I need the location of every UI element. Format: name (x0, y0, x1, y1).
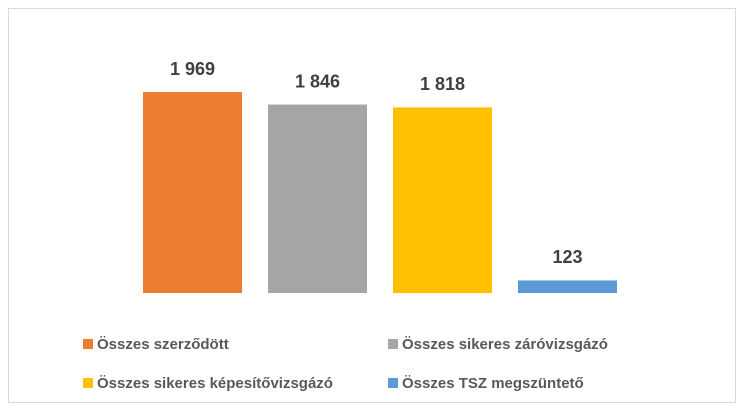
legend-label: Összes szerződött (97, 336, 229, 353)
legend-swatch (83, 339, 93, 349)
data-label: 1 846 (295, 71, 340, 91)
legend-label: Összes sikeres záróvizsgázó (402, 336, 608, 353)
legend-swatch (83, 378, 93, 388)
data-label: 1 818 (420, 74, 465, 94)
data-label: 1 969 (170, 59, 215, 79)
bar (518, 280, 617, 293)
legend-swatch (388, 378, 398, 388)
legend-label: Összes TSZ megszüntető (402, 375, 584, 392)
legend-swatch (388, 339, 398, 349)
data-label: 123 (552, 247, 582, 267)
bar (393, 107, 492, 293)
bar (268, 104, 367, 293)
chart-frame (8, 8, 736, 403)
bar (143, 92, 242, 293)
legend-label: Összes sikeres képesítővizsgázó (97, 375, 333, 392)
